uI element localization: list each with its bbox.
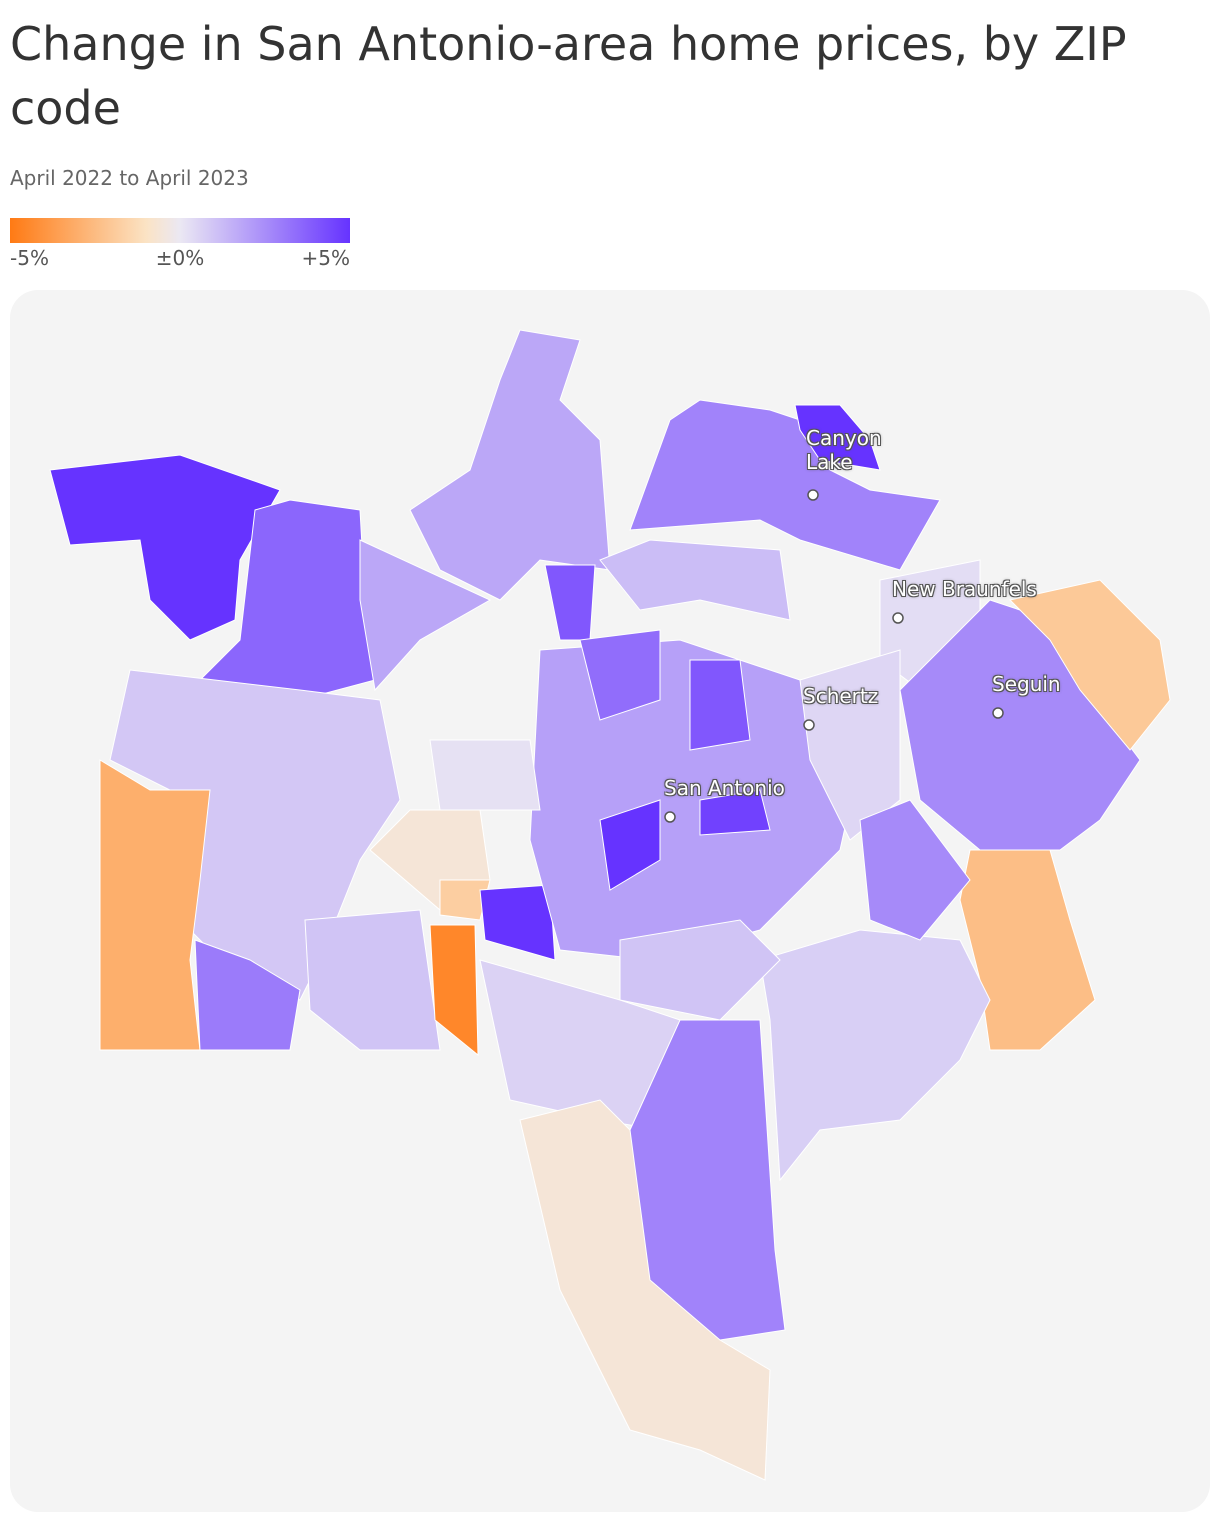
place-label: San Antonio	[664, 776, 785, 800]
zip-region	[304, 909, 441, 1051]
legend-tick-label: -5%	[10, 246, 49, 270]
legend-gradient	[10, 218, 350, 243]
legend-tick-label: +5%	[302, 246, 351, 270]
zip-region	[794, 404, 881, 471]
zip-region	[99, 759, 211, 1051]
place-label: New Braunfels	[892, 577, 1037, 601]
zip-region	[49, 454, 281, 641]
zip-region	[429, 739, 541, 811]
title: Change in San Antonio-area home prices, …	[10, 17, 1127, 135]
zip-region	[619, 919, 781, 1021]
zip-region	[439, 879, 491, 921]
place-dot	[803, 719, 815, 731]
zip-region	[579, 629, 661, 721]
place-dot	[807, 489, 819, 501]
zip-region	[599, 799, 661, 891]
zip-region	[699, 789, 771, 836]
place-dot	[892, 612, 904, 624]
zip-region	[629, 1019, 786, 1341]
legend-tick-label: ±0%	[156, 246, 205, 270]
zip-region	[1009, 579, 1171, 751]
zip-region	[359, 539, 492, 692]
zip-region	[629, 399, 941, 571]
zip-region	[194, 939, 301, 1051]
zip-region	[519, 1099, 771, 1481]
place-dot	[664, 811, 676, 823]
subtitle: April 2022 to April 2023	[10, 166, 249, 190]
place-label: Schertz	[803, 684, 879, 708]
place-dot	[992, 707, 1004, 719]
zip-region	[599, 539, 791, 621]
zip-region	[859, 799, 971, 941]
zip-region	[409, 329, 611, 601]
place-label: Canyon Lake	[806, 426, 882, 474]
zip-region	[479, 884, 556, 961]
zip-region	[689, 659, 751, 751]
zip-region	[429, 924, 479, 1057]
place-label: Seguin	[992, 672, 1061, 696]
zip-region	[959, 849, 1096, 1051]
